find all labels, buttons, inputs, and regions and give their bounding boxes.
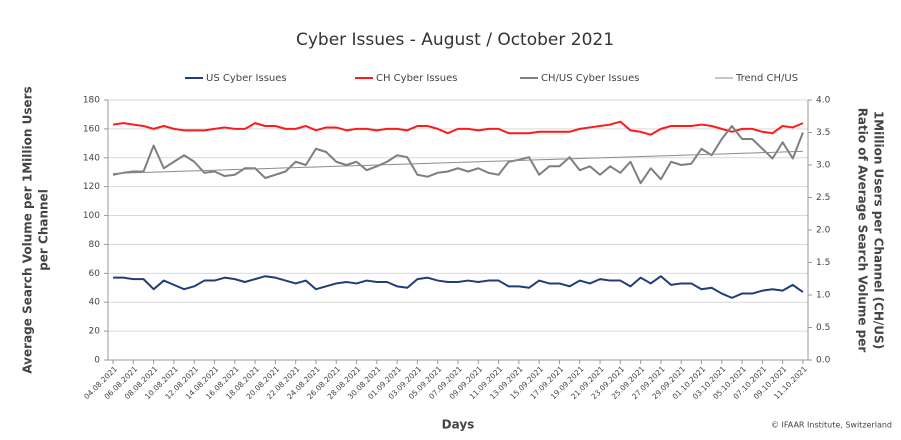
y2-tick-label: 2.5 (816, 193, 830, 203)
legend-label: CH/US Cyber Issues (541, 73, 639, 84)
y-tick-label: 100 (83, 211, 100, 221)
series-line (112, 120, 804, 136)
y2-tick-label: 0.5 (816, 323, 830, 333)
y2-axis-title: Ratio of Average Search Volume per 1Mill… (856, 108, 886, 353)
legend-label: CH Cyber Issues (376, 73, 457, 84)
footnote: © IFAAR Institute, Switzerland (771, 421, 892, 430)
y-axis-title-line: per Channel (37, 189, 51, 271)
y2-tick-label: 1.0 (816, 291, 831, 301)
y2-tick-label: 3.5 (816, 128, 830, 138)
legend-label: Trend CH/US (735, 73, 798, 84)
y2-tick-label: 2.0 (816, 226, 831, 236)
y-axis-title-line: Average Search Volume per 1Million Users (21, 86, 35, 373)
y-tick-label: 0 (94, 356, 100, 366)
y-tick-label: 40 (89, 298, 101, 308)
y2-axis-title-line: Ratio of Average Search Volume per (856, 108, 870, 353)
series-line (112, 125, 804, 185)
legend-label: US Cyber Issues (206, 73, 287, 84)
y-tick-label: 80 (89, 240, 101, 250)
y2-tick-label: 1.5 (816, 258, 830, 268)
x-axis-title: Days (442, 418, 475, 432)
y-tick-label: 120 (83, 182, 100, 192)
series-line (113, 150, 803, 174)
y-tick-label: 20 (89, 327, 101, 337)
y-axis-title: Average Search Volume per 1Million Users… (21, 86, 51, 373)
y2-tick-label: 0.0 (816, 356, 831, 366)
chart-title: Cyber Issues - August / October 2021 (296, 30, 614, 50)
y2-tick-label: 3.0 (816, 161, 831, 171)
y2-axis-title-line: 1Million Users per Channel (CH/US) (872, 111, 886, 349)
y-tick-label: 140 (83, 153, 100, 163)
y-tick-label: 60 (89, 269, 101, 279)
y-tick-label: 160 (83, 124, 100, 134)
y-tick-label: 180 (83, 96, 100, 106)
y2-tick-label: 4.0 (816, 96, 831, 106)
series-line (113, 275, 804, 299)
